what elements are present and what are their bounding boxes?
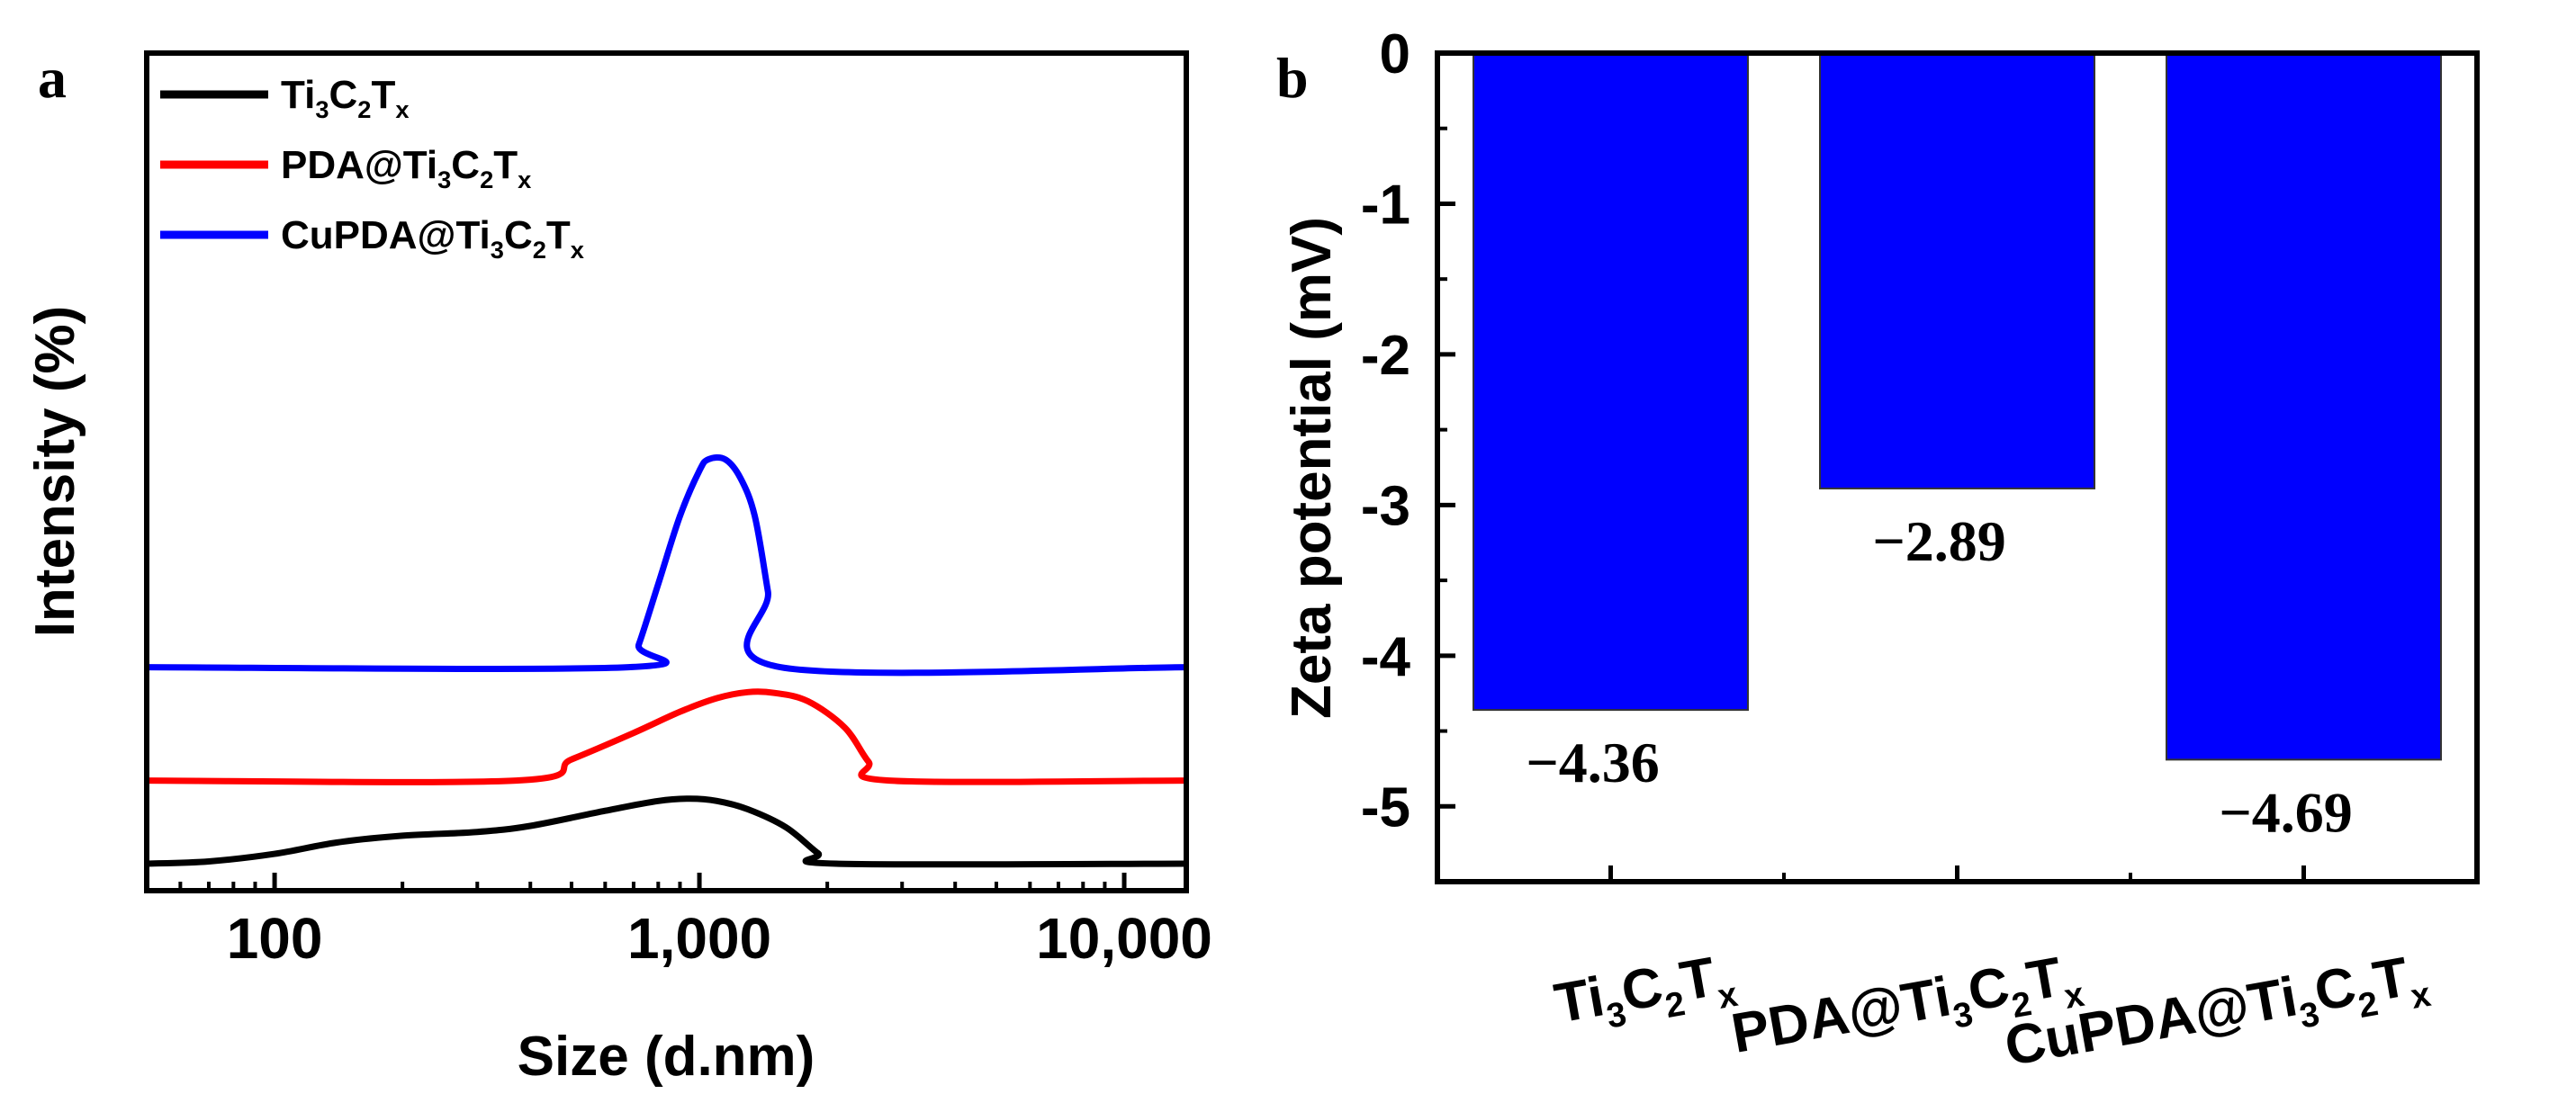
- legend-label-2: CuPDA@Ti3C2Tx: [281, 213, 584, 264]
- bar-value-label-2: −4.69: [2219, 780, 2352, 844]
- bar-0: [1473, 52, 1749, 712]
- bar-2: [2166, 52, 2442, 761]
- x-tick-label: 10,000: [1036, 906, 1212, 971]
- bar-value-label-0: −4.36: [1526, 731, 1659, 794]
- x-tick-label-2: CuPDA@Ti3C2Tx: [2000, 943, 2434, 1088]
- panel-b-y-axis: 0 -1 -2 -3 -4 -5: [1361, 23, 1455, 883]
- y-tick-label: 0: [1380, 23, 1410, 85]
- y-tick-label: -3: [1361, 475, 1410, 537]
- y-tick-label: -2: [1361, 325, 1410, 387]
- panel-b-bars: −4.36 −2.89 −4.69: [1473, 52, 2442, 844]
- y-tick-label: -5: [1361, 776, 1410, 838]
- panel-a-legend: Ti3C2Tx PDA@Ti3C2Tx CuPDA@Ti3C2Tx: [160, 73, 584, 264]
- panel-b-bar-chart: −4.36−2.89−4.69 0-1-2-3-4-5 Ti3C2TxPDA@T…: [1281, 23, 2480, 1088]
- legend-label-1: PDA@Ti3C2Tx: [281, 143, 531, 193]
- panel-b-y-axis-label: Zeta potential (mV): [1281, 217, 1343, 719]
- x-tick-label: 100: [227, 906, 323, 971]
- series-line-2: [146, 454, 1187, 677]
- panel-a-x-axis-label: Size (d.nm): [518, 1026, 815, 1088]
- panel-a-plot-frame: [144, 50, 1189, 893]
- panel-label-a: a: [38, 46, 67, 110]
- bar-1: [1819, 52, 2095, 489]
- y-tick-label: -4: [1361, 626, 1411, 688]
- series-line-0: [146, 795, 1187, 868]
- y-tick-label: -1: [1361, 174, 1410, 236]
- legend-label-0: Ti3C2Tx: [281, 73, 410, 123]
- panel-a-line-chart: 100 1,000 10,000 Ti3C2Tx PDA@Ti3C2Tx CuPDA@T…: [24, 50, 1212, 1088]
- x-tick-label: 1,000: [627, 906, 771, 971]
- panel-a-y-axis-label: Intensity (%): [24, 306, 86, 638]
- x-tick-label-0: Ti3C2Tx: [1550, 943, 1741, 1045]
- panel-label-b: b: [1276, 46, 1309, 110]
- panel-a-x-axis: 100 1,000 10,000: [145, 873, 1212, 971]
- series-line-1: [146, 688, 1187, 785]
- panel-a-series-lines: [146, 454, 1187, 868]
- bar-value-label-1: −2.89: [1872, 509, 2005, 573]
